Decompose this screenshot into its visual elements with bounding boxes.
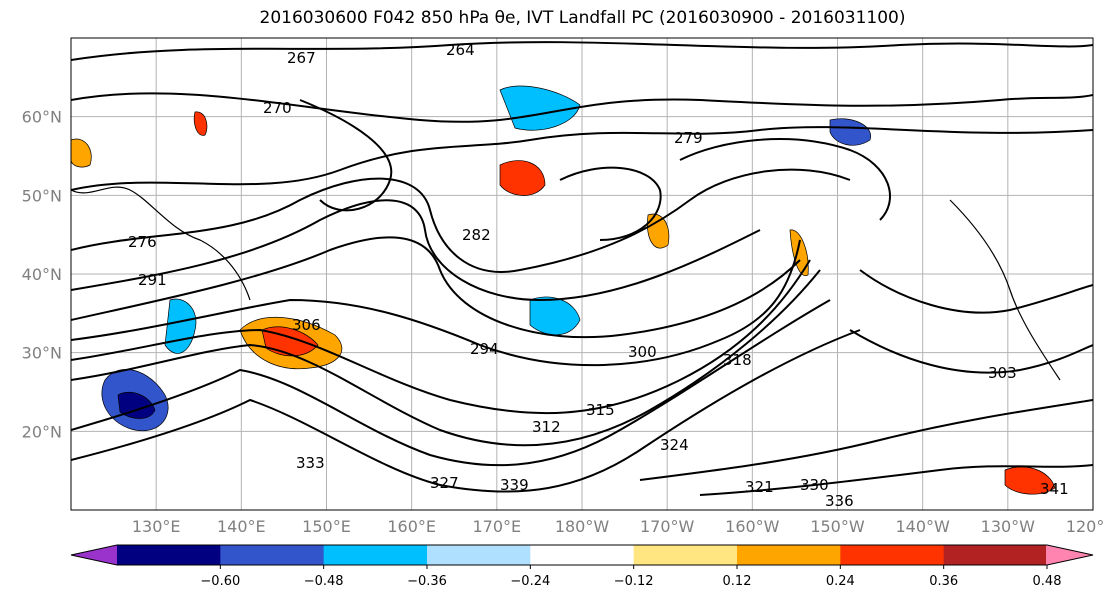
- contour-label: 324: [660, 436, 689, 454]
- negative-anomaly-region-3: [499, 85, 581, 131]
- longitude-label: 180°W: [555, 517, 610, 536]
- contour-label: 312: [532, 418, 561, 436]
- negative-anomaly-region-4: [529, 296, 581, 336]
- contour-line: [71, 239, 801, 367]
- longitude-label: 170°E: [473, 517, 522, 536]
- contour-line: [559, 166, 662, 241]
- colorbar-tick-label: 0.24: [826, 574, 855, 589]
- positive-anomaly-region-6: [71, 138, 92, 168]
- longitude-label: 130°E: [132, 517, 181, 536]
- colorbar-segment: [633, 545, 738, 565]
- latitude-label: 50°N: [22, 186, 62, 205]
- coastline: [71, 186, 251, 301]
- contour-line: [71, 92, 1093, 123]
- contour-label: 300: [628, 343, 657, 361]
- contour-line: [849, 329, 1093, 374]
- contour-label: 279: [674, 129, 703, 147]
- contour-label: 330: [800, 476, 829, 494]
- contour-label: 306: [292, 316, 321, 334]
- contour-label: 282: [462, 226, 491, 244]
- contour-label: 303: [988, 364, 1017, 382]
- longitude-label: 160°E: [387, 517, 436, 536]
- colorbar-segment: [117, 545, 221, 565]
- longitude-label: 140°E: [217, 517, 266, 536]
- colorbar-tick-label: −0.36: [407, 574, 447, 589]
- coastline: [949, 199, 1061, 381]
- longitude-label: 140°W: [895, 517, 950, 536]
- colorbar-tick-label: 0.36: [929, 574, 958, 589]
- colorbar-tick-label: −0.60: [200, 574, 240, 589]
- latitude-labels: 60°N 50°N 40°N 30°N 20°N: [22, 108, 62, 442]
- colorbar-extend-low: [71, 545, 118, 565]
- contour-label: 336: [825, 492, 854, 510]
- longitude-labels: 130°E 140°E 150°E 160°E 170°E 180°W 170°W 160°W…: [132, 517, 1105, 536]
- colorbar-segment: [427, 545, 531, 565]
- contour-label: 339: [500, 476, 529, 494]
- contour-label: 276: [128, 233, 157, 251]
- contour-line: [71, 269, 821, 447]
- positive-anomaly-region-7: [193, 111, 208, 136]
- contour-line: [71, 236, 801, 339]
- colorbar: −0.60 −0.48 −0.36 −0.24 −0.12 0.12 0.24 0.36 0.4…: [70, 544, 1094, 589]
- colorbar-outline: [70, 544, 1094, 566]
- contour-label: 321: [745, 478, 774, 496]
- latitude-label: 40°N: [22, 265, 62, 284]
- colorbar-segment: [943, 545, 1048, 565]
- negative-anomaly-region-2: [164, 298, 197, 354]
- latitude-label: 30°N: [22, 344, 62, 363]
- colorbar-tick-label: −0.12: [614, 574, 654, 589]
- contour-line: [71, 168, 851, 273]
- contour-label: 291: [138, 271, 167, 289]
- map-panel: 267 264 270 276 279 282 291 294 300 303 …: [22, 37, 1105, 536]
- contour-line: [859, 269, 1093, 314]
- positive-anomaly-region-4: [789, 229, 809, 277]
- map-title: 2016030600 F042 850 hPa θe, IVT Landfall…: [259, 8, 906, 28]
- contour-line: [699, 464, 1093, 496]
- longitude-label: 170°W: [640, 517, 695, 536]
- contour-label: 327: [430, 474, 459, 492]
- colorbar-tick-label: 0.48: [1033, 574, 1062, 589]
- colorbar-segment: [530, 545, 635, 565]
- map-frame: [70, 37, 1094, 511]
- colorbar-tick-label: −0.48: [304, 574, 344, 589]
- theta-e-contours: [71, 41, 1093, 496]
- colorbar-segment: [323, 545, 428, 565]
- contour-labels: 267 264 270 276 279 282 291 294 300 303 …: [128, 41, 1069, 510]
- contour-label: 264: [446, 41, 475, 59]
- contour-line: [71, 41, 1093, 61]
- longitude-label: 120°W: [1066, 517, 1105, 536]
- contour-label: 270: [263, 99, 292, 117]
- colorbar-segment: [840, 545, 945, 565]
- colorbar-tick-label: 0.12: [723, 574, 752, 589]
- colorbar-segment: [220, 545, 325, 565]
- positive-anomaly-region-2: [499, 160, 546, 196]
- contour-line: [71, 299, 831, 467]
- negative-anomaly-region-5: [829, 118, 871, 146]
- contour-line: [71, 329, 861, 493]
- longitude-label: 160°W: [725, 517, 780, 536]
- contour-label: 341: [1040, 480, 1069, 498]
- contour-line: [639, 399, 1093, 481]
- colorbar-segment: [737, 545, 841, 565]
- contour-line: [679, 138, 891, 221]
- contour-line: [71, 259, 811, 415]
- contour-line: [71, 126, 1093, 191]
- longitude-label: 150°E: [302, 517, 351, 536]
- contour-label: 315: [586, 401, 615, 419]
- colorbar-extend-high: [1046, 545, 1093, 565]
- longitude-label: 150°W: [810, 517, 865, 536]
- latitude-label: 20°N: [22, 422, 62, 441]
- contour-label: 294: [470, 340, 499, 358]
- positive-anomaly-region-3: [647, 213, 670, 249]
- contour-label: 267: [287, 49, 316, 67]
- colorbar-tick-label: −0.24: [510, 574, 550, 589]
- contour-line: [299, 99, 393, 212]
- longitude-label: 130°W: [981, 517, 1036, 536]
- contour-label: 333: [296, 454, 325, 472]
- contour-label: 318: [723, 351, 752, 369]
- latitude-label: 60°N: [22, 108, 62, 127]
